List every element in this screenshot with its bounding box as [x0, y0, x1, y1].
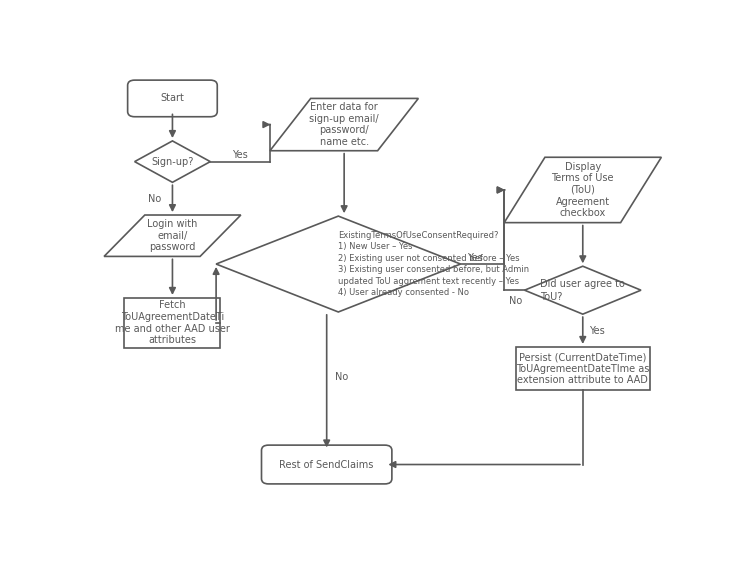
Text: Start: Start: [161, 93, 185, 104]
Text: No: No: [335, 372, 348, 382]
Text: Fetch
ToUAgreementDateTi
me and other AAD user
attributes: Fetch ToUAgreementDateTi me and other AA…: [115, 301, 230, 345]
Text: Enter data for
sign-up email/
password/
name etc.: Enter data for sign-up email/ password/ …: [309, 102, 379, 147]
Text: Persist (CurrentDateTime)
ToUAgremeentDateTIme as
extension attribute to AAD: Persist (CurrentDateTime) ToUAgremeentDa…: [516, 352, 650, 385]
Text: Yes: Yes: [467, 252, 483, 263]
Text: No: No: [149, 194, 161, 204]
Text: Rest of SendClaims: Rest of SendClaims: [279, 460, 374, 470]
Text: Yes: Yes: [232, 150, 248, 160]
Bar: [125, 298, 221, 348]
Polygon shape: [134, 141, 210, 182]
Polygon shape: [504, 157, 662, 222]
Polygon shape: [270, 98, 418, 151]
Text: Sign-up?: Sign-up?: [151, 157, 194, 166]
FancyBboxPatch shape: [128, 80, 217, 117]
Text: Yes: Yes: [590, 325, 605, 336]
Text: Login with
email/
password: Login with email/ password: [147, 219, 198, 252]
Polygon shape: [104, 215, 241, 256]
Polygon shape: [216, 216, 460, 312]
FancyBboxPatch shape: [261, 445, 392, 484]
Text: Did user agree to
ToU?: Did user agree to ToU?: [540, 279, 626, 302]
Text: Display
Terms of Use
(ToU)
Agreement
checkbox: Display Terms of Use (ToU) Agreement che…: [551, 162, 614, 218]
Text: No: No: [509, 296, 523, 306]
Text: ExistingTermsOfUseConsentRequired?
1) New User – Yes
2) Existing user not consen: ExistingTermsOfUseConsentRequired? 1) Ne…: [338, 231, 529, 297]
Bar: [516, 347, 650, 391]
Polygon shape: [524, 266, 641, 314]
